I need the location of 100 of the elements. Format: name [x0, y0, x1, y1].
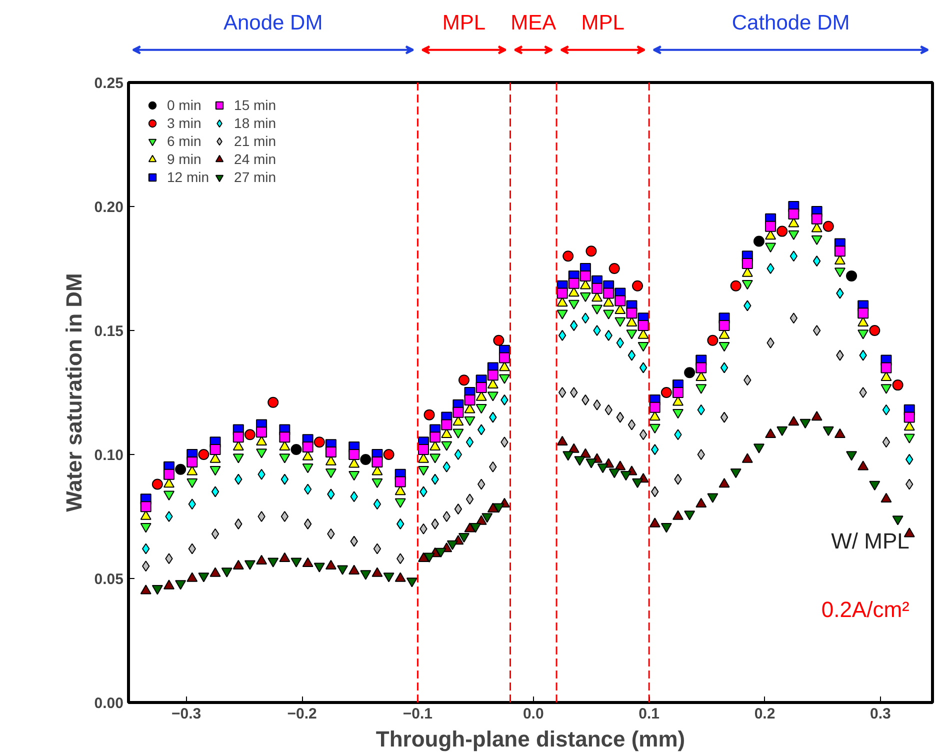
y-tick-label: 0.15	[94, 323, 124, 340]
point	[628, 419, 636, 430]
point	[834, 246, 846, 257]
text: Anode DM	[223, 12, 323, 35]
point	[175, 580, 186, 590]
point	[198, 572, 210, 582]
point	[466, 436, 474, 448]
point	[314, 436, 325, 448]
point	[325, 446, 336, 458]
point	[562, 451, 574, 461]
legend-label: 12 min	[167, 168, 210, 186]
point	[730, 280, 742, 292]
point	[470, 523, 482, 533]
x-tick-label: −0.1	[402, 706, 433, 722]
point	[302, 464, 314, 474]
point	[707, 493, 718, 503]
point	[458, 374, 470, 386]
point	[869, 480, 880, 491]
point	[394, 476, 406, 488]
point	[140, 523, 152, 533]
point	[742, 258, 753, 270]
point	[869, 325, 880, 336]
point	[498, 374, 510, 384]
point	[152, 478, 163, 490]
point	[454, 504, 462, 515]
point	[603, 310, 614, 320]
point	[383, 572, 394, 582]
point	[684, 510, 696, 520]
point	[892, 516, 904, 526]
point	[360, 570, 372, 580]
point	[822, 426, 834, 436]
point	[811, 213, 822, 224]
x-tick-label: 0.0	[522, 706, 544, 722]
point	[211, 528, 220, 540]
point	[812, 256, 821, 267]
point	[290, 558, 302, 568]
point	[186, 456, 198, 468]
text: Cathode DM	[732, 12, 850, 35]
point	[175, 464, 186, 475]
point	[493, 334, 504, 346]
point	[904, 412, 915, 423]
point	[441, 441, 452, 451]
point	[882, 436, 890, 448]
legend-label: 24 min	[234, 150, 276, 168]
point	[152, 585, 163, 595]
point	[649, 402, 660, 413]
point	[672, 408, 684, 419]
point	[418, 444, 429, 456]
point	[487, 392, 498, 402]
point	[558, 330, 566, 341]
point	[568, 287, 580, 297]
point	[140, 501, 152, 512]
point	[394, 498, 406, 508]
point	[424, 552, 435, 562]
y-tick-label: 0.00	[94, 695, 124, 712]
point	[476, 404, 487, 414]
legend-label: 6 min	[167, 132, 202, 150]
y-tick-label: 0.05	[94, 571, 124, 588]
point	[198, 449, 210, 460]
point	[812, 325, 821, 336]
point	[424, 409, 435, 420]
x-tick-label: −0.2	[287, 706, 317, 722]
point	[718, 342, 730, 352]
point	[718, 320, 730, 332]
point	[210, 444, 221, 456]
point	[608, 263, 620, 274]
point	[614, 317, 626, 327]
point	[280, 511, 289, 522]
point	[558, 387, 566, 398]
point	[348, 470, 360, 481]
point	[684, 367, 696, 378]
point	[904, 434, 915, 444]
point	[660, 523, 672, 533]
point	[268, 396, 279, 408]
point	[452, 406, 464, 418]
point	[280, 474, 289, 485]
point	[753, 236, 764, 247]
point	[776, 226, 788, 237]
point	[373, 543, 382, 554]
y-tick-label: 0.20	[94, 199, 124, 216]
legend-label: 15 min	[234, 96, 276, 114]
point	[372, 456, 383, 468]
point	[620, 470, 632, 481]
point	[586, 246, 597, 257]
point	[562, 250, 574, 262]
point	[639, 429, 648, 440]
point	[493, 503, 504, 513]
point	[163, 490, 174, 500]
point	[406, 578, 418, 588]
text: MPL	[581, 12, 624, 35]
point	[776, 426, 788, 436]
point	[859, 387, 867, 398]
point	[753, 444, 764, 454]
point	[244, 429, 256, 440]
point	[348, 449, 360, 460]
text: MPL	[442, 12, 486, 35]
point	[568, 278, 580, 289]
point	[290, 444, 302, 456]
point	[730, 468, 742, 478]
point	[570, 387, 578, 398]
